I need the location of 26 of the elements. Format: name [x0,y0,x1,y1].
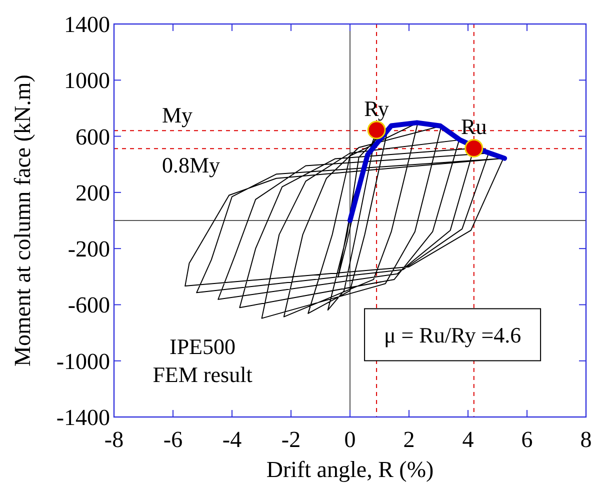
y-tick-label: 1400 [64,12,110,37]
x-tick-label: 8 [580,427,592,452]
x-tick-label: -2 [281,427,301,452]
x-tick-label: 2 [403,427,415,452]
annotation: μ = Ru/Ry =4.6 [384,322,522,348]
x-tick-label: 6 [521,427,533,452]
y-tick-label: -600 [68,292,110,318]
x-tick-label: 4 [462,427,474,452]
y-tick-label: 200 [76,180,110,206]
x-tick-label: -6 [163,427,183,452]
annotation: FEM result [152,362,252,387]
ref-line-label: 0.8My [162,152,220,178]
annotation: Ry [364,96,389,121]
annotation: Ru [461,114,487,140]
y-tick-label: -1000 [56,348,110,374]
annotation: IPE500 [170,334,236,359]
x-tick-label: -4 [222,427,242,452]
y-tick-label: -1400 [56,405,110,430]
x-tick-label: -8 [104,427,124,452]
ref-line-label: My [162,102,193,128]
x-tick-label: 0 [344,427,356,452]
y-tick-label: 1000 [64,68,110,94]
x-axis-title: Drift angle, R (%) [266,457,434,482]
y-tick-label: 600 [76,124,110,150]
y-tick-label: -200 [68,236,110,262]
y-axis-title: Moment at column face (kN.m) [10,74,35,366]
